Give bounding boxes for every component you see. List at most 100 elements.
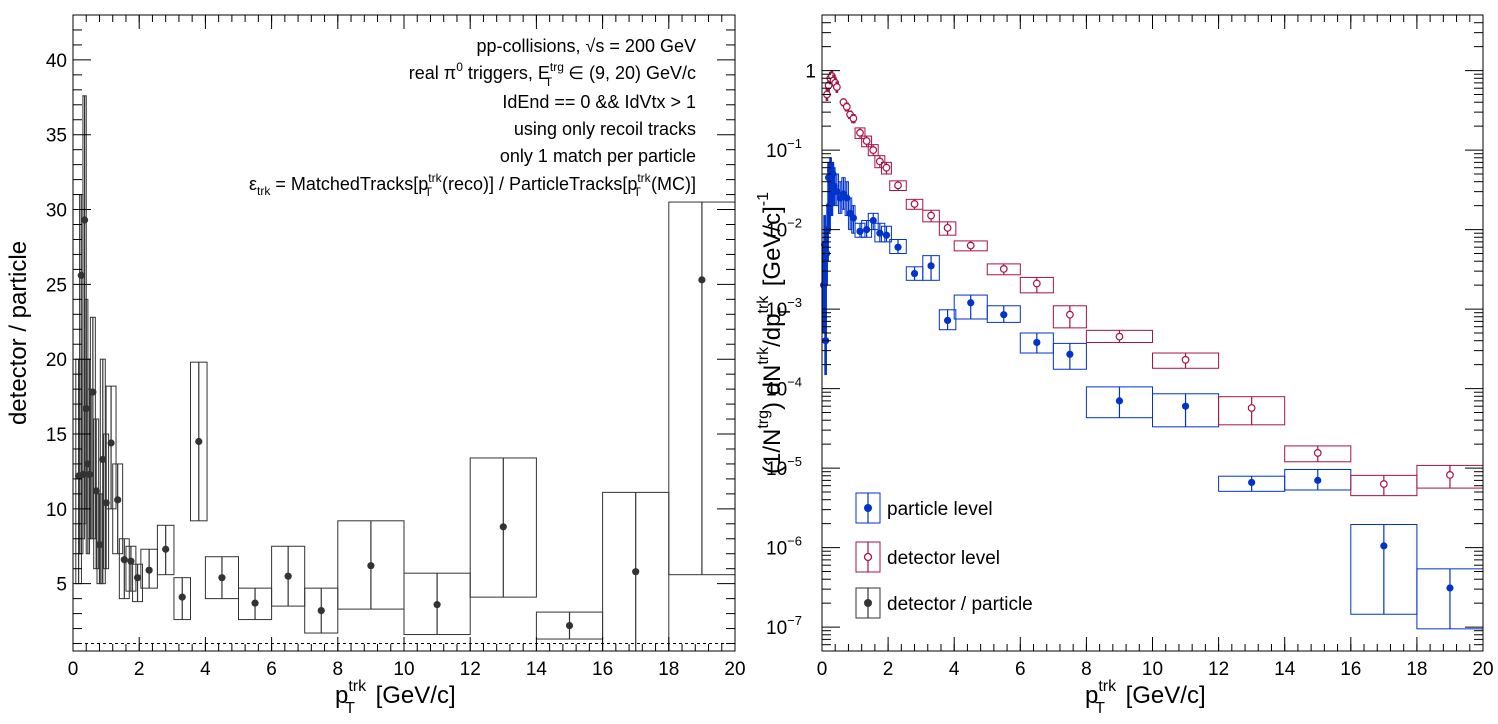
data-point <box>833 188 841 196</box>
x-tick-label: 18 <box>1406 659 1427 680</box>
data-point <box>967 299 975 307</box>
y-tick-label: 35 <box>46 126 67 147</box>
y-tick-label: 20 <box>46 350 67 371</box>
y-tick-label: 40 <box>46 51 67 72</box>
y-tick-label: 10−3 <box>766 295 802 321</box>
data-point <box>162 545 170 553</box>
y-tick-label: 30 <box>46 201 67 222</box>
data-point <box>1115 332 1124 341</box>
x-tick-label: 12 <box>460 659 481 680</box>
data-point <box>849 114 858 123</box>
annotation-match: only 1 match per particle <box>500 146 696 166</box>
data-point <box>842 102 851 111</box>
data-point <box>894 243 902 251</box>
x-tick-label: 4 <box>200 659 211 680</box>
data-point <box>178 593 186 601</box>
data-point <box>927 211 935 220</box>
y-tick-label: 10 <box>46 500 67 521</box>
y-tick-label: 10−4 <box>766 375 802 401</box>
x-tick-label: 0 <box>817 659 828 680</box>
y-tick-label: 10−2 <box>766 216 802 242</box>
y-tick-label: 25 <box>46 275 67 296</box>
data-point <box>499 523 507 531</box>
data-point <box>218 574 226 582</box>
data-point <box>80 216 89 224</box>
y-tick-label: 1 <box>805 62 816 83</box>
y-tick-label: 10−1 <box>766 136 802 162</box>
annotation-cuts: IdEnd == 0 && IdVtx > 1 <box>502 92 696 112</box>
left-x-axis-label: ptrk T [GeV/c] <box>335 678 456 717</box>
data-point <box>317 606 325 615</box>
data-point <box>856 128 864 137</box>
data-point <box>77 271 85 279</box>
data-point <box>127 557 135 565</box>
left-data-marks <box>73 95 736 652</box>
data-point <box>565 621 574 630</box>
data-point <box>632 568 640 576</box>
data-point <box>966 241 975 250</box>
x-tick-label: 10 <box>393 659 414 680</box>
x-tick-label: 8 <box>1081 659 1092 680</box>
x-tick-label: 0 <box>68 659 79 680</box>
data-point <box>251 599 259 607</box>
data-point <box>120 556 128 564</box>
series-1 <box>823 70 1484 497</box>
series-0 <box>75 95 736 652</box>
data-point <box>107 439 115 447</box>
data-point <box>1313 449 1322 457</box>
x-tick-label: 8 <box>333 659 344 680</box>
data-point <box>1247 404 1256 412</box>
data-point <box>133 574 142 582</box>
x-tick-label: 12 <box>1208 659 1229 680</box>
x-tick-label: 18 <box>658 659 679 680</box>
x-tick-label: 16 <box>1340 659 1361 680</box>
data-point <box>876 229 884 237</box>
data-point <box>99 455 107 464</box>
legend-label-detector: detector level <box>887 548 1000 569</box>
data-point <box>1000 311 1008 319</box>
data-point <box>95 541 104 549</box>
data-point <box>894 181 902 190</box>
legend-label-ratio: detector / particle <box>887 594 1033 615</box>
data-point <box>869 146 878 154</box>
data-point <box>1181 402 1190 410</box>
y-tick-label: 10−5 <box>766 454 802 480</box>
data-point <box>114 496 122 504</box>
data-point <box>89 388 97 396</box>
x-tick-label: 20 <box>724 659 745 680</box>
data-point <box>856 227 864 235</box>
left-axes: 0 2 4 6 8 10 12 14 16 18 20 5 10 15 20 25 30 35 40 <box>46 14 746 680</box>
annotation-efficiency: εtrk = MatchedTracks[ptrk T (reco)] / Part… <box>249 171 696 199</box>
y-tick-label: 10−6 <box>766 534 802 560</box>
data-point <box>1066 350 1074 358</box>
data-point <box>943 316 952 325</box>
left-y-axis-label: detector / particle <box>5 241 32 425</box>
right-x-axis-label: ptrk T [GeV/c] <box>1085 678 1206 717</box>
data-point <box>1032 279 1041 288</box>
data-point <box>882 163 891 172</box>
data-point <box>367 562 375 570</box>
data-point <box>145 566 153 574</box>
data-point <box>875 157 884 166</box>
data-point <box>1248 478 1256 487</box>
data-point <box>832 83 841 91</box>
x-tick-label: 14 <box>1274 659 1296 680</box>
right-axes: 0 2 4 6 8 10 12 14 16 18 20 10−7 10−6 10−5 10−4 10−3 10−… <box>766 14 1494 680</box>
data-point <box>1314 476 1322 484</box>
data-point <box>1115 397 1124 405</box>
legend-marker-detector <box>863 552 873 562</box>
data-point <box>92 487 100 495</box>
x-tick-label: 16 <box>592 659 613 680</box>
x-tick-label: 10 <box>1142 659 1163 680</box>
data-point <box>882 231 891 239</box>
data-point <box>862 137 871 145</box>
x-tick-label: 20 <box>1472 659 1493 680</box>
legend-marker-particle <box>864 504 872 512</box>
data-point <box>85 470 94 479</box>
data-point <box>869 216 877 225</box>
data-point <box>1446 471 1454 479</box>
legend-label-particle: particle level <box>887 499 993 520</box>
legend-entry-detector: detector level <box>855 541 1000 573</box>
data-point <box>927 262 935 270</box>
